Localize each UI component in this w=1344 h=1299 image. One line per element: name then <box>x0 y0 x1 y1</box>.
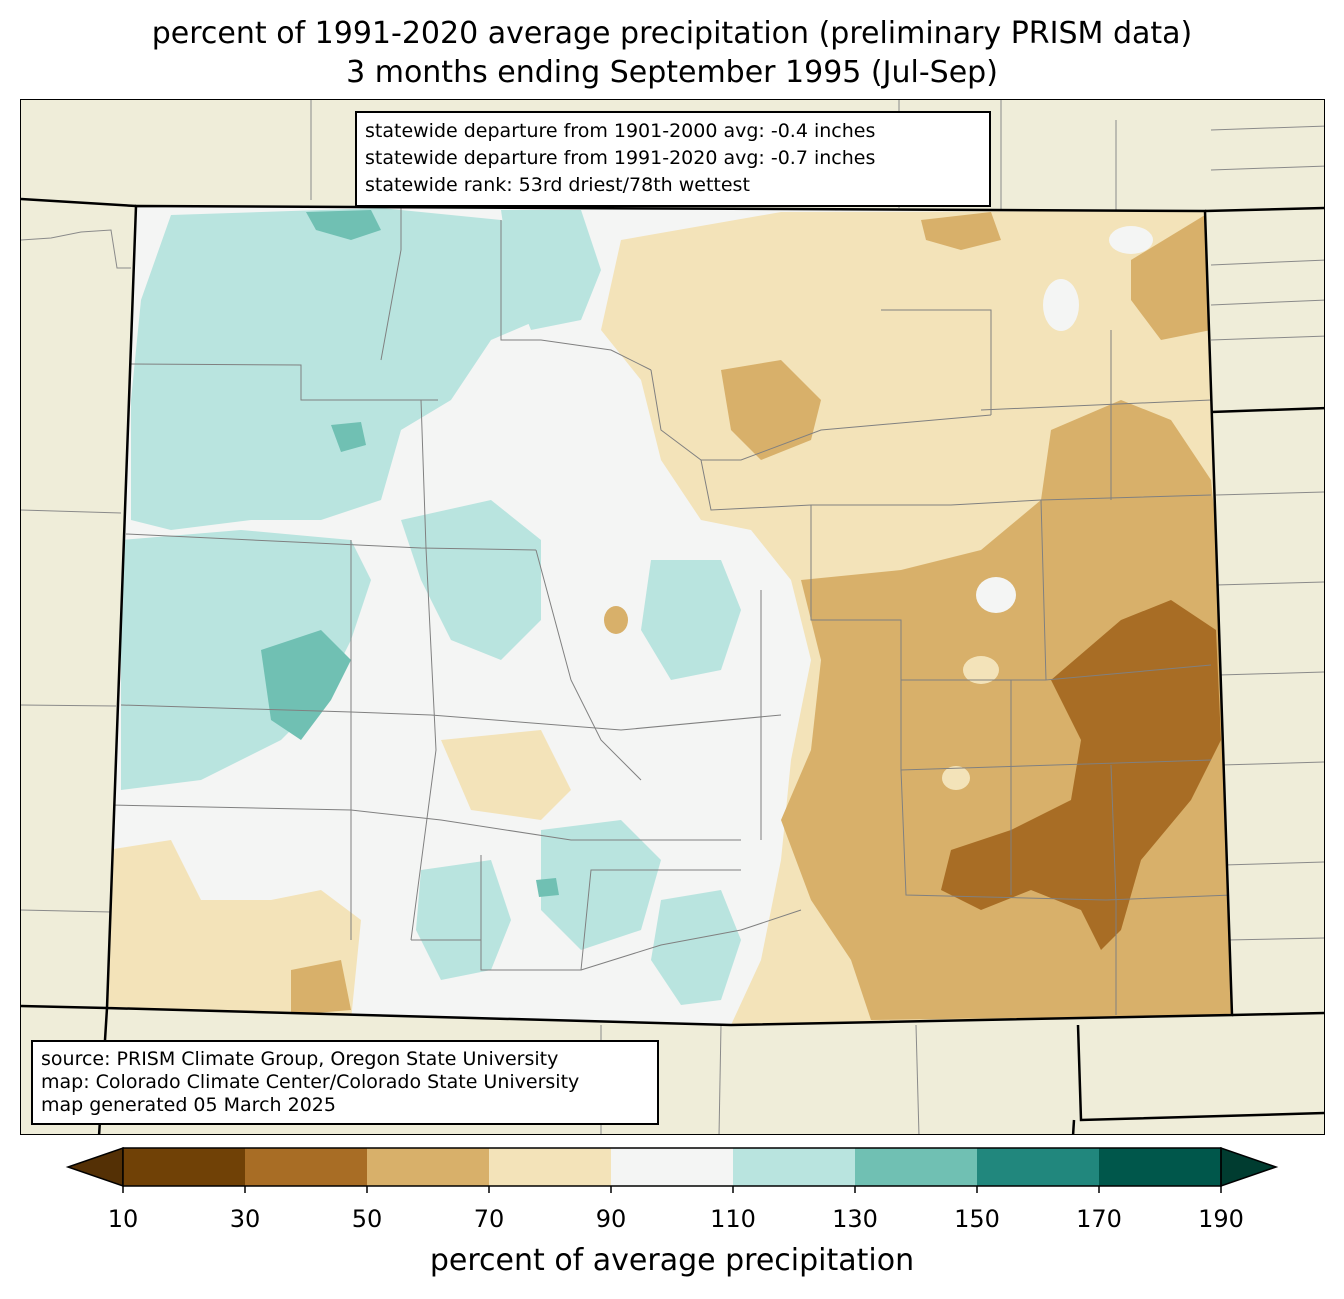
colorbar-tick-label: 70 <box>473 1205 505 1233</box>
source-line: source: PRISM Climate Group, Oregon Stat… <box>41 1048 559 1070</box>
departure-1991-2020: statewide departure from 1991-2020 avg: … <box>365 147 876 169</box>
field-wet-front <box>641 560 741 680</box>
field-very-wet-1 <box>261 630 351 740</box>
field-dry-70-90-slv <box>441 730 571 820</box>
colorbar-tick-label: 170 <box>1076 1205 1122 1233</box>
colorbar-tick-label: 150 <box>954 1205 1000 1233</box>
colorbar-tick-label: 90 <box>595 1205 627 1233</box>
colorbar-tick-label: 30 <box>229 1205 261 1233</box>
field-very-wet-3 <box>331 422 366 452</box>
colorado-map <box>21 100 1324 1134</box>
field-wet-south <box>416 860 511 980</box>
colorbar-bin-10-30 <box>123 1148 246 1186</box>
field-dry-50-70-sw <box>291 960 351 1015</box>
field-wet-northwest <box>131 208 581 530</box>
colorbar-under-arrow <box>65 1146 124 1188</box>
colorbar-tick-label: 10 <box>107 1205 139 1233</box>
colorbar-bin-70-90 <box>489 1148 612 1186</box>
colorbar-tick-label: 110 <box>710 1205 756 1233</box>
departure-1901-2000: statewide departure from 1901-2000 avg: … <box>365 120 876 142</box>
colorbar-bin-30-50 <box>245 1148 368 1186</box>
field-spot-dry <box>604 606 628 634</box>
colorbar-label: percent of average precipitation <box>429 1243 915 1278</box>
precip-field <box>107 206 1232 1025</box>
county-lines <box>110 208 1232 1015</box>
colorbar-tick-label: 130 <box>832 1205 878 1233</box>
colorbar-bin-150-170 <box>977 1148 1100 1186</box>
field-very-wet-4 <box>536 878 559 897</box>
colorbar-over-arrow <box>1220 1146 1279 1188</box>
map-panel <box>20 99 1325 1135</box>
field-wet-southeast-mtn <box>651 890 741 1005</box>
field-wet-sangre <box>541 820 661 950</box>
field-hole-4 <box>963 656 999 684</box>
field-hole-2 <box>1043 279 1079 331</box>
colorbar-tick-label: 190 <box>1198 1205 1244 1233</box>
colorbar-bin-110-130 <box>733 1148 856 1186</box>
field-wet-north-central <box>501 210 601 330</box>
field-very-wet-2 <box>306 210 381 240</box>
field-dry-50-70-ne <box>721 360 821 460</box>
field-hole-1 <box>976 577 1016 613</box>
field-wet-central <box>401 500 541 660</box>
field-hole-3 <box>1109 226 1153 254</box>
colorbar-bin-170-190 <box>1099 1148 1222 1186</box>
field-dry-50-70-north <box>1131 215 1211 340</box>
statewide-stats-box: statewide departure from 1901-2000 avg: … <box>355 111 991 207</box>
colorado-boundary <box>105 204 1234 1027</box>
map-title: percent of 1991-2020 average precipitati… <box>151 16 1193 51</box>
colorbar-bin-50-70 <box>367 1148 490 1186</box>
map-credit-line: map: Colorado Climate Center/Colorado St… <box>41 1071 580 1093</box>
colorbar-bin-130-150 <box>855 1148 978 1186</box>
colorbar-tick-label: 50 <box>351 1205 383 1233</box>
colorbar-outline <box>122 1147 1222 1187</box>
colorbar <box>65 1146 1279 1193</box>
state-borders <box>21 197 1324 1134</box>
field-wet-west <box>121 530 371 790</box>
field-dry-50-70-top <box>921 212 1001 250</box>
field-hole-5 <box>942 766 970 790</box>
statewide-rank: statewide rank: 53rd driest/78th wettest <box>365 174 750 196</box>
generated-date-line: map generated 05 March 2025 <box>41 1094 336 1116</box>
colorbar-bin-90-110 <box>611 1148 734 1186</box>
map-subtitle: 3 months ending September 1995 (Jul-Sep) <box>346 55 998 90</box>
source-box: source: PRISM Climate Group, Oregon Stat… <box>31 1040 659 1125</box>
